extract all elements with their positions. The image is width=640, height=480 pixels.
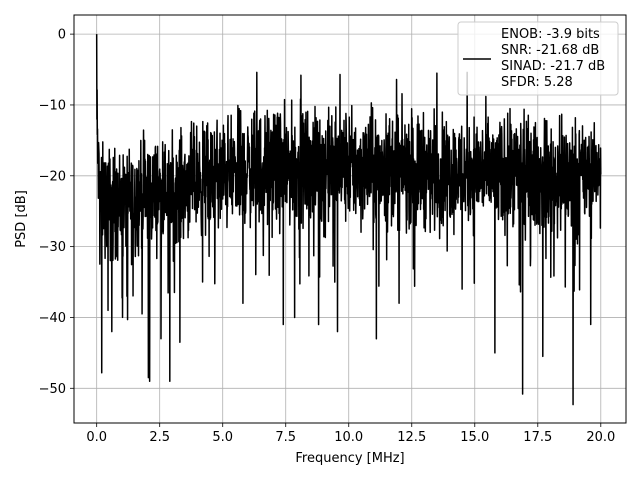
legend-box	[457, 21, 619, 96]
x-tick-label: 12.5	[397, 430, 426, 445]
legend-entry-sfdr: SFDR: 5.28	[501, 75, 573, 90]
x-tick-label: 5.0	[212, 430, 233, 445]
x-tick-label: 17.5	[523, 430, 552, 445]
x-axis-ticks: 0.0 2.5 5.0 7.5 10.0 12.5 15.0 17.5 20.0	[86, 423, 615, 445]
legend-entry-enob: ENOB: -3.9 bits	[501, 27, 600, 42]
x-tick-label: 2.5	[149, 430, 170, 445]
y-tick-label: −10	[39, 98, 66, 113]
legend: ENOB: -3.9 bits SNR: -21.68 dB SINAD: -2…	[457, 21, 619, 96]
y-tick-label: −50	[39, 382, 66, 397]
y-tick-label: −30	[39, 240, 66, 255]
y-tick-label: −20	[39, 169, 66, 184]
series-layer	[95, 34, 602, 406]
psd-series-line	[95, 34, 602, 406]
x-tick-label: 15.0	[460, 430, 489, 445]
x-tick-label: 0.0	[86, 430, 107, 445]
x-tick-label: 7.5	[275, 430, 296, 445]
legend-entry-snr: SNR: -21.68 dB	[501, 43, 599, 58]
y-axis-label: PSD [dB]	[14, 190, 29, 248]
y-axis-ticks: 0 −10 −20 −30 −40 −50	[39, 28, 74, 397]
legend-entry-sinad: SINAD: -21.7 dB	[501, 59, 605, 74]
plot-frame	[73, 14, 627, 424]
x-tick-label: 20.0	[586, 430, 615, 445]
x-tick-label: 10.0	[334, 430, 363, 445]
x-axis-label: Frequency [MHz]	[295, 451, 404, 466]
y-tick-label: 0	[58, 28, 66, 43]
y-tick-label: −40	[39, 311, 66, 326]
